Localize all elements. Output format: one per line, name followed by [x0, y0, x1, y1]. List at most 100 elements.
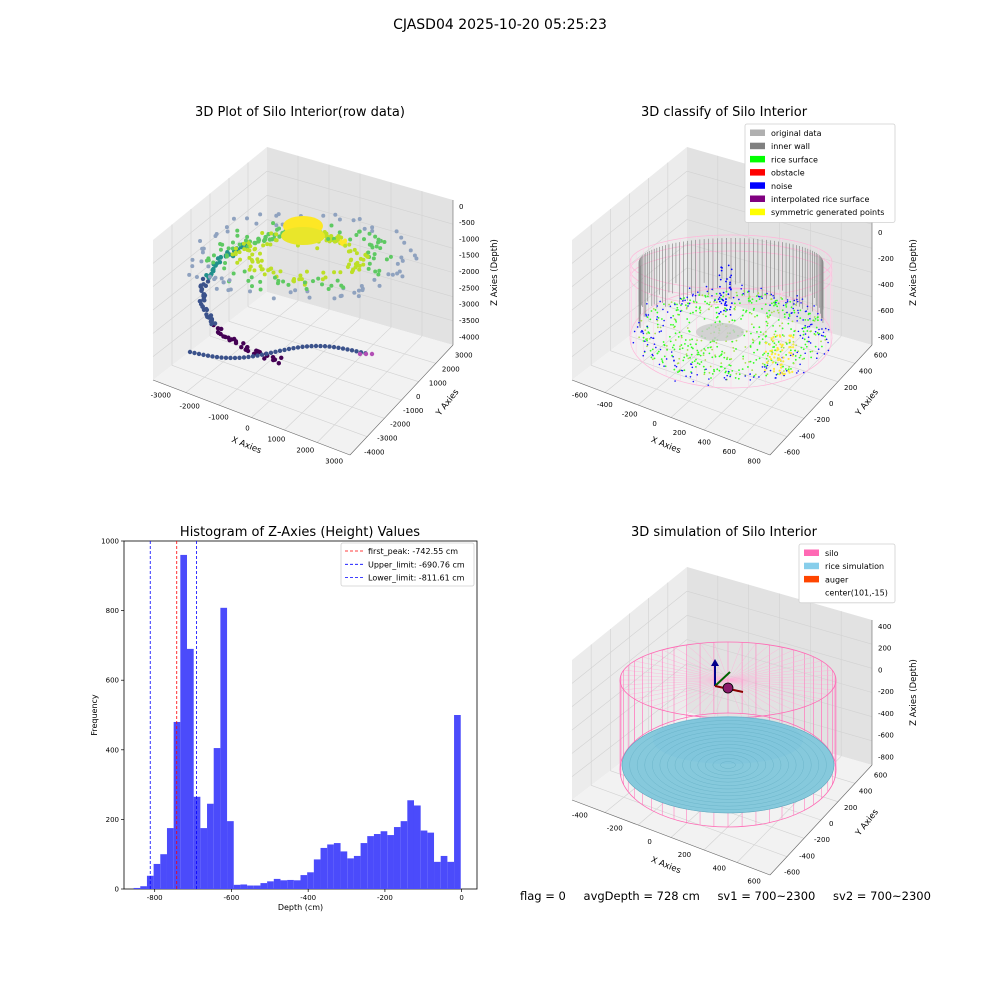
panel2-symmetric-point — [763, 368, 767, 372]
panel1-point — [295, 345, 301, 350]
panel2-y-axis-line — [769, 344, 873, 456]
panel1-point — [337, 217, 342, 222]
panel2-noise-point — [761, 297, 763, 299]
panel2-noise-point — [802, 319, 804, 321]
panel1-point — [237, 250, 242, 255]
panel2-noise-point — [744, 375, 747, 377]
panel2-rice-point — [789, 349, 792, 352]
panel4-silo-spoke — [673, 679, 729, 714]
panel2-noise-point — [651, 353, 654, 356]
panel1-point — [260, 231, 265, 236]
panel2-rice-point — [783, 335, 785, 338]
panel2-rice-point — [741, 314, 744, 317]
panel2-rice-point — [792, 362, 795, 365]
panel2-rice-point — [783, 316, 786, 318]
histogram-bar — [380, 831, 388, 889]
panel4-mesh-line — [667, 737, 789, 793]
panel2-legend-label: interpolated rice surface — [771, 195, 869, 204]
panel2-rice-point — [656, 323, 659, 326]
panel2-symmetric-point — [776, 346, 779, 350]
panel2-rice-point — [743, 290, 746, 292]
panel1-point — [369, 243, 374, 248]
panel1-point — [204, 273, 209, 278]
panel1-point — [302, 280, 307, 285]
panel2-noise-point — [691, 366, 694, 369]
panel2-symmetric-point — [768, 355, 771, 359]
panel2-rice-point — [793, 330, 796, 333]
panel2-rice-point — [697, 351, 700, 354]
panel2-noise-point — [697, 291, 699, 293]
panel1-point — [342, 238, 348, 243]
panel2-rice-point — [691, 361, 694, 364]
panel2-noise-point — [749, 379, 752, 381]
panel2-legend-swatch — [750, 208, 765, 216]
panel2-rice-point — [648, 337, 651, 340]
panel2-rice-point — [785, 343, 788, 345]
panel1-point — [218, 254, 223, 260]
panel2-rice-point — [813, 332, 816, 335]
panel1-point — [222, 266, 227, 271]
panel2-rice-point — [738, 369, 740, 371]
panel2-rice-point — [798, 356, 801, 359]
figure-title: CJASD04 2025-10-20 05:25:23 — [393, 17, 607, 33]
panel2-rice-point — [698, 353, 700, 356]
panel2-noise-point — [727, 370, 730, 373]
panel2-rice-point — [733, 350, 736, 352]
panel1-point — [369, 351, 375, 357]
panel1-z-tick-label: -3500 — [459, 317, 479, 325]
histogram-bar — [293, 880, 301, 889]
panel1-point — [400, 258, 405, 263]
panel1-point — [304, 286, 309, 291]
panel1-point — [219, 276, 224, 281]
panel2-rice-point — [642, 336, 645, 339]
panel2-rice-point — [776, 305, 779, 308]
histogram-bar — [440, 855, 448, 889]
panel2-rice-point — [699, 309, 702, 312]
panel1-point — [190, 257, 195, 262]
panel2-rice-point — [703, 317, 706, 320]
panel2-rice-point — [677, 308, 679, 311]
panel2-symmetric-point — [790, 352, 793, 355]
panel1-x-tick-label: 2000 — [296, 447, 314, 455]
panel1-point — [307, 295, 312, 300]
panel1-point — [275, 281, 280, 286]
panel2-rice-point — [765, 312, 768, 314]
panel1-point — [367, 261, 372, 266]
panel2-rice-point — [671, 354, 673, 357]
panel2-rice-point — [774, 330, 777, 333]
panel4-silo-spoke — [634, 679, 729, 700]
panel2-rice-point — [824, 335, 826, 338]
panel2-noise-point — [720, 269, 723, 272]
panel2-noise-point — [730, 268, 733, 271]
panel2-rice-point — [740, 318, 742, 320]
histogram-legend-frame — [340, 542, 475, 587]
panel2-noise-point — [650, 336, 652, 339]
panel2-rice-point — [737, 377, 740, 380]
panel2-rice-point — [813, 319, 816, 322]
panel2-y-tick-label: 600 — [874, 352, 887, 360]
panel2-symmetric-point — [791, 354, 794, 357]
panel1-point — [230, 240, 235, 245]
panel1-point — [291, 345, 296, 351]
panel1-point — [269, 231, 274, 236]
panel2-noise-point — [725, 280, 727, 283]
panel1-point — [320, 282, 325, 287]
panel4-mesh-line — [621, 716, 835, 814]
panel2-rice-point — [774, 299, 777, 302]
panel2-rice-point — [733, 319, 736, 322]
panel4-silo-spoke — [634, 660, 729, 681]
panel2-rice-point — [735, 291, 738, 294]
panel2-x-tick-label: 200 — [673, 429, 686, 437]
panel2-rice-point — [674, 332, 677, 335]
panel2-noise-point — [663, 365, 665, 367]
panel2-noise-point — [800, 302, 802, 304]
panel2-rice-point — [645, 332, 648, 335]
panel2-rice-point — [754, 315, 756, 318]
panel2-rice-point — [781, 322, 784, 325]
panel1-z-tick-label: -1500 — [459, 252, 479, 260]
panel1-y-axis-line — [349, 344, 454, 456]
panel2-rice-point — [677, 371, 679, 374]
panel1-point — [363, 351, 369, 357]
panel1-point — [255, 353, 260, 358]
panel1-point — [390, 272, 395, 277]
